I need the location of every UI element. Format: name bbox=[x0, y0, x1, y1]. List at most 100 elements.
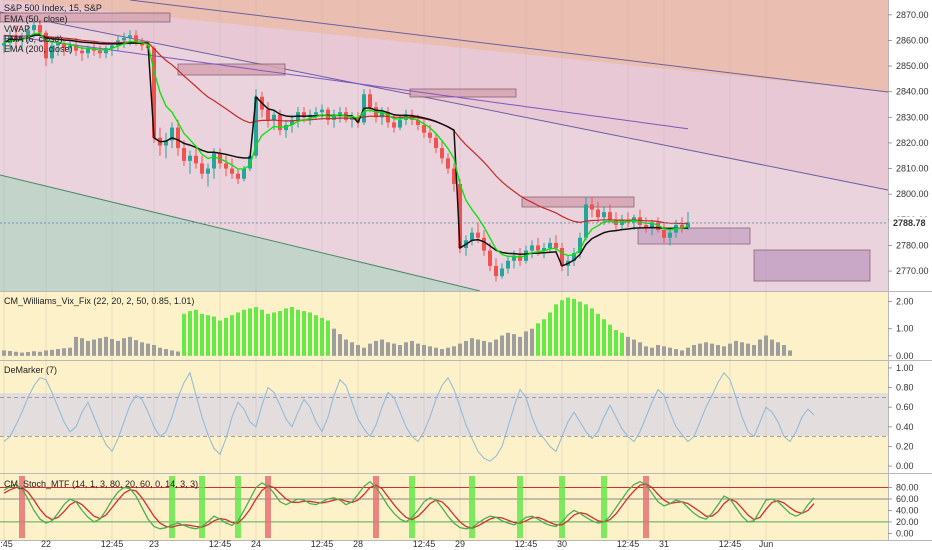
x-tick-label: 12:45 bbox=[209, 539, 232, 549]
candle-body bbox=[542, 248, 546, 251]
price-tick-label: 2820.00 bbox=[896, 138, 929, 148]
vix-bar bbox=[776, 342, 780, 356]
vix-bar bbox=[410, 340, 414, 356]
axis-bg bbox=[888, 0, 932, 550]
vix-bar bbox=[26, 352, 30, 356]
candle-body bbox=[578, 237, 582, 254]
vix-bar bbox=[758, 339, 762, 356]
price-tick-label: 2770.00 bbox=[896, 266, 929, 276]
vix-bar bbox=[98, 338, 102, 356]
vix-bar bbox=[236, 312, 240, 356]
price-tick-label: 2850.00 bbox=[896, 61, 929, 71]
candle-body bbox=[242, 168, 246, 179]
candle-body bbox=[44, 32, 48, 59]
candle-body bbox=[194, 155, 198, 164]
candle-body bbox=[122, 37, 126, 41]
stoch-k-line bbox=[3, 480, 815, 530]
stoch-sell-marker bbox=[643, 476, 649, 538]
vix-bar bbox=[110, 339, 114, 356]
demarker-title: DeMarker (7) bbox=[4, 365, 57, 375]
candle-body bbox=[506, 260, 510, 269]
vix-bar bbox=[452, 346, 456, 356]
zone-box-1 bbox=[0, 12, 171, 23]
candle-body bbox=[314, 112, 318, 115]
candle-body bbox=[32, 25, 36, 31]
vix-bar bbox=[266, 313, 270, 356]
vix-bar bbox=[146, 343, 150, 356]
candle-body bbox=[98, 50, 102, 54]
candle-body bbox=[446, 158, 450, 169]
vix-bar bbox=[92, 339, 96, 356]
candle-body bbox=[62, 43, 66, 49]
vix-bar bbox=[194, 309, 198, 356]
x-tick-label: 12:45 bbox=[311, 539, 334, 549]
candle-body bbox=[182, 148, 186, 161]
candle-body bbox=[170, 127, 174, 141]
vix-bar bbox=[656, 344, 660, 356]
candle-body bbox=[422, 125, 426, 133]
zone-box-2 bbox=[177, 63, 286, 76]
candle-body bbox=[656, 222, 660, 231]
vix-bar bbox=[122, 338, 126, 356]
candle-body bbox=[518, 255, 522, 261]
vix-bar bbox=[566, 297, 570, 356]
candle-body bbox=[548, 242, 552, 248]
vix-bar bbox=[260, 309, 264, 356]
vix-bar bbox=[392, 343, 396, 356]
candle-body bbox=[626, 219, 630, 223]
vix-bar bbox=[134, 340, 138, 356]
vix-bar bbox=[572, 298, 576, 356]
vix-bar bbox=[596, 313, 600, 356]
vix-bar bbox=[446, 347, 450, 356]
candle-body bbox=[140, 43, 144, 46]
candle-body bbox=[554, 242, 558, 248]
stoch-buy-marker bbox=[235, 476, 241, 538]
vix-bar bbox=[482, 340, 486, 356]
vix-bar bbox=[14, 351, 18, 356]
candle-body bbox=[26, 30, 30, 38]
vix-bar bbox=[302, 311, 306, 356]
vix-bar bbox=[104, 336, 108, 356]
zone-box-3 bbox=[409, 88, 517, 98]
vix-bar bbox=[518, 336, 522, 356]
candle-body bbox=[254, 96, 258, 156]
candle-body bbox=[2, 43, 6, 46]
candle-body bbox=[608, 212, 612, 220]
vix-bar bbox=[50, 349, 54, 356]
legend-ema50: EMA (50, close) bbox=[4, 14, 68, 24]
channel-line-upper bbox=[129, 0, 889, 93]
vix-bar bbox=[374, 340, 378, 356]
vix-bar bbox=[386, 342, 390, 356]
vix-bar bbox=[602, 319, 606, 356]
candle-body bbox=[686, 222, 690, 228]
candle-body bbox=[68, 45, 72, 49]
stoch-sell-marker bbox=[19, 476, 25, 538]
vix-bar bbox=[506, 332, 510, 356]
vix-bar bbox=[650, 347, 654, 356]
candle-body bbox=[536, 245, 540, 251]
vix-bar bbox=[176, 351, 180, 356]
x-tick-label: 23 bbox=[149, 539, 159, 549]
vix-bar bbox=[284, 308, 288, 356]
vix-bar bbox=[626, 336, 630, 356]
vix-bar bbox=[326, 320, 330, 356]
candle-body bbox=[500, 268, 504, 277]
vix-bar bbox=[722, 346, 726, 356]
williams-tick-label: 1.00 bbox=[896, 324, 914, 334]
legend-vwap: VWAP bbox=[4, 24, 30, 34]
candle-body bbox=[668, 232, 672, 238]
candle-body bbox=[332, 114, 336, 120]
vix-bar bbox=[422, 344, 426, 356]
candle-body bbox=[512, 255, 516, 261]
williams-title: CM_Williams_Vix_Fix (22, 20, 2, 50, 0.85… bbox=[4, 296, 194, 306]
vix-bar bbox=[500, 335, 504, 356]
vix-bar bbox=[368, 343, 372, 356]
vix-bar bbox=[362, 347, 366, 356]
candle-body bbox=[638, 217, 642, 225]
stoch-tick-label: 80.00 bbox=[896, 482, 919, 492]
vix-bar bbox=[692, 344, 696, 356]
vix-bar bbox=[458, 343, 462, 356]
candle-body bbox=[386, 112, 390, 123]
x-tick-label: 29 bbox=[455, 539, 465, 549]
vix-bar bbox=[512, 334, 516, 356]
